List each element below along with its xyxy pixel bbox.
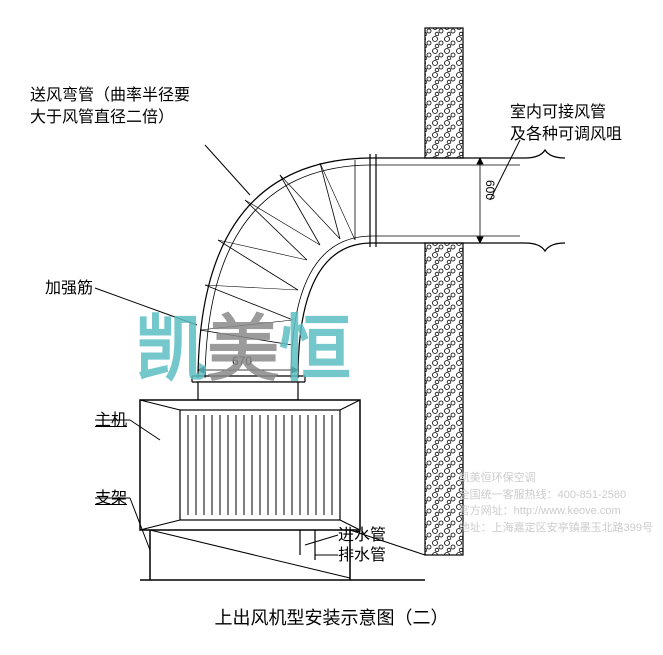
addr-label: 地址：	[459, 522, 492, 534]
label-bracket: 支架	[95, 488, 127, 510]
dim-label-600: 600	[483, 180, 497, 200]
rib-flange	[192, 376, 305, 382]
diagram-container: 送风弯管（曲率半径要 大于风管直径二倍） 室内可接风管 及各种可调风咀 加强筋 …	[0, 0, 663, 655]
company-hotline: 全国统一客服热线：400-851-2580	[459, 487, 653, 504]
company-name: 凯美恒环保空调	[459, 470, 653, 487]
label-elbow-line2: 大于风管直径二倍）	[30, 107, 190, 129]
label-elbow-line1: 送风弯管（曲率半径要	[30, 85, 190, 107]
company-info: 凯美恒环保空调 全国统一客服热线：400-851-2580 官方网址：http:…	[459, 470, 653, 536]
label-rib: 加强筋	[45, 278, 93, 300]
elbow-duct	[198, 154, 376, 378]
label-elbow-duct: 送风弯管（曲率半径要 大于风管直径二倍）	[30, 85, 190, 130]
site-value: http://www.keove.com	[514, 505, 621, 517]
company-site: 官方网址：http://www.keove.com	[459, 503, 653, 520]
site-label: 官方网址：	[459, 505, 514, 517]
hotline-value: 400-851-2580	[558, 489, 627, 501]
dim-label-670: 670	[232, 354, 252, 368]
horizontal-duct	[370, 150, 565, 251]
label-indoor-line1: 室内可接风管	[510, 102, 622, 124]
label-main-unit: 主机	[95, 410, 127, 432]
wall-upper	[425, 28, 463, 158]
label-indoor-line2: 及各种可调风咀	[510, 124, 622, 146]
main-unit	[140, 382, 360, 530]
label-drain-pipe: 排水管	[338, 545, 386, 567]
company-addr: 地址：上海嘉定区安亭镇墨玉北路399号	[459, 520, 653, 537]
label-indoor-duct: 室内可接风管 及各种可调风咀	[510, 102, 622, 147]
wall-lower	[425, 243, 463, 555]
hotline-label: 全国统一客服热线：	[459, 489, 558, 501]
diagram-caption: 上出风机型安装示意图（二）	[0, 604, 663, 630]
addr-value: 上海嘉定区安亭镇墨玉北路399号	[492, 522, 653, 534]
water-pipes	[300, 530, 315, 560]
dim-600	[476, 158, 484, 243]
